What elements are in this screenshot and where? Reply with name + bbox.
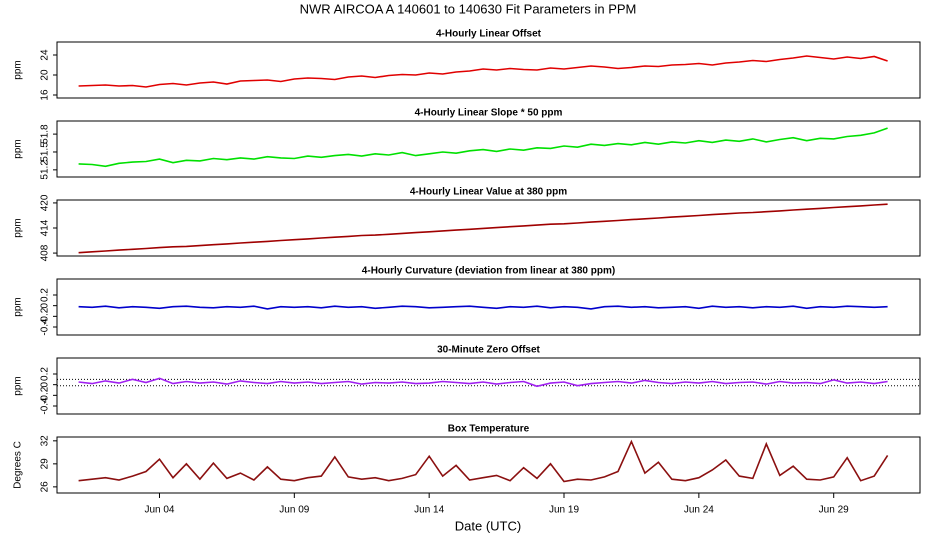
- page-title: NWR AIRCOA A 140601 to 140630 Fit Parame…: [300, 1, 637, 16]
- x-tick-label: Jun 19: [549, 505, 579, 516]
- x-axis-label: Date (UTC): [455, 518, 521, 533]
- y-tick-label: 26: [40, 481, 51, 493]
- y-tick-label: 408: [40, 244, 51, 261]
- panel-title: 4-Hourly Linear Value at 380 ppm: [410, 187, 567, 198]
- y-tick-label: -0.4: [40, 397, 51, 415]
- y-tick-label: -0.2: [40, 386, 51, 404]
- y-tick-label: 51.2: [40, 160, 51, 180]
- y-tick-label: 0: [40, 381, 51, 387]
- x-tick-label: Jun 14: [414, 505, 444, 516]
- series-line: [78, 127, 888, 168]
- y-tick-label: 0: [40, 302, 51, 308]
- y-tick-label: 0.2: [40, 367, 51, 381]
- series-line: [78, 55, 888, 88]
- x-tick-label: Jun 29: [819, 505, 849, 516]
- series-line: [78, 305, 888, 310]
- x-tick-label: Jun 04: [144, 505, 174, 516]
- y-tick-label: -0.2: [40, 307, 51, 325]
- panel-title: Box Temperature: [448, 424, 530, 435]
- x-tick-label: Jun 24: [684, 505, 714, 516]
- y-tick-label: 20: [40, 69, 51, 81]
- y-tick-label: 16: [40, 89, 51, 101]
- y-tick-label: 51.5: [40, 142, 51, 162]
- y-tick-label: 414: [40, 219, 51, 236]
- y-axis-label: ppm: [13, 376, 24, 395]
- panel-title: 4-Hourly Curvature (deviation from linea…: [362, 266, 615, 277]
- y-axis-label: ppm: [13, 139, 24, 158]
- panel-title: 4-Hourly Linear Slope * 50 ppm: [415, 108, 563, 119]
- y-tick-label: 32: [40, 435, 51, 447]
- series-line: [78, 439, 889, 483]
- y-axis-label: ppm: [13, 60, 24, 79]
- y-tick-label: 0.2: [40, 288, 51, 302]
- plot-frame: [56, 120, 921, 178]
- y-tick-label: 51.8: [40, 124, 51, 144]
- y-axis-label: ppm: [13, 297, 24, 316]
- panel-title: 4-Hourly Linear Offset: [436, 29, 542, 40]
- plot-frame: [56, 41, 921, 99]
- y-axis-label: Degrees C: [13, 441, 24, 489]
- y-tick-label: 24: [40, 49, 51, 61]
- plot-frame: [56, 278, 921, 336]
- y-tick-label: 420: [40, 194, 51, 211]
- x-tick-label: Jun 09: [279, 505, 309, 516]
- series-line: [78, 203, 888, 254]
- series-line: [78, 377, 888, 388]
- y-axis-label: ppm: [13, 218, 24, 237]
- plot-frame: [56, 436, 921, 494]
- y-tick-label: -0.4: [40, 318, 51, 336]
- panel-title: 30-Minute Zero Offset: [437, 345, 540, 356]
- y-tick-label: 29: [40, 458, 51, 470]
